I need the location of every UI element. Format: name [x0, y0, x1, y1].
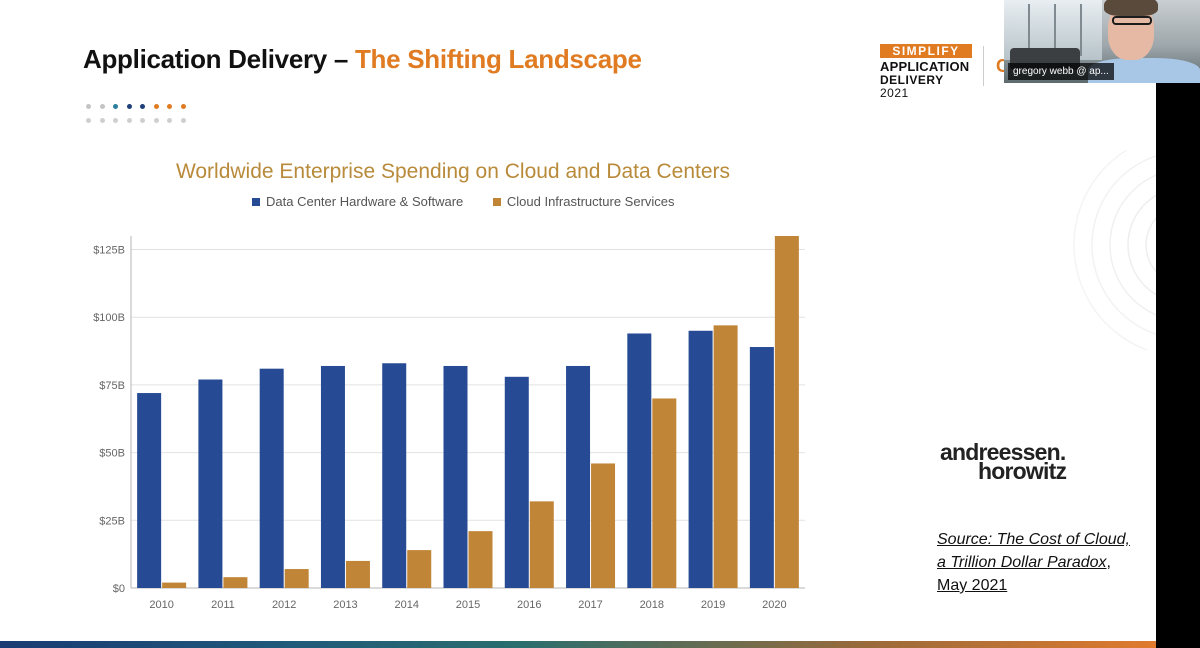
x-tick-label: 2018	[640, 599, 664, 611]
bar-cloud-2018	[652, 398, 677, 588]
brand-divider	[983, 46, 984, 86]
decorative-dot	[140, 104, 145, 109]
andreessen-horowitz-logo: andreessen. horowitz	[940, 439, 1120, 484]
decorative-dots	[86, 104, 196, 128]
decorative-dot	[86, 104, 91, 109]
source-date: , May 2021	[937, 554, 1111, 594]
decorative-dot	[113, 118, 118, 123]
x-tick-label: 2019	[701, 599, 725, 611]
deco-ring	[1145, 217, 1156, 273]
bar-cloud-2013	[345, 560, 370, 588]
legend-label-cloud: Cloud Infrastructure Services	[506, 194, 675, 209]
bar-cloud-2014	[407, 550, 432, 588]
deco-ring	[1127, 194, 1156, 296]
deco-ring	[1109, 174, 1156, 316]
logo-line-1: andreessen.	[940, 439, 1066, 465]
decorative-dot	[99, 118, 105, 123]
legend-label-data-center: Data Center Hardware & Software	[266, 194, 464, 209]
x-tick-label: 2011	[211, 599, 235, 611]
participant-hair	[1104, 0, 1158, 16]
y-tick-label: $0	[113, 583, 125, 595]
deco-ring	[1091, 155, 1156, 335]
decorative-dot	[167, 104, 172, 109]
bar-data-center-2018	[627, 333, 652, 588]
bar-data-center-2015	[443, 365, 468, 588]
bar-cloud-2020	[774, 236, 799, 588]
y-tick-label: $100B	[93, 312, 125, 324]
y-tick-label: $50B	[99, 448, 125, 460]
bar-data-center-2010	[137, 393, 162, 588]
bottom-accent-strip	[0, 641, 1156, 648]
bar-cloud-2016	[529, 501, 554, 588]
bar-cloud-2010	[162, 582, 187, 588]
bar-data-center-2014	[382, 363, 407, 588]
decorative-dot	[126, 104, 132, 109]
event-logo-application: APPLICATION	[880, 59, 970, 74]
x-tick-label: 2012	[272, 599, 296, 611]
slide-title-accent: The Shifting Landscape	[354, 44, 642, 74]
x-tick-label: 2013	[333, 599, 357, 611]
slide-title-main: Application Delivery –	[83, 44, 355, 74]
legend-swatch-data-center	[252, 198, 260, 206]
bar-data-center-2011	[198, 379, 223, 588]
bar-data-center-2012	[259, 368, 284, 588]
logo-line-2: horowitz	[978, 458, 1067, 484]
event-logo-year: 2021	[880, 86, 909, 100]
bar-data-center-2020	[749, 347, 774, 588]
decorative-dot	[86, 118, 91, 123]
decorative-dot	[153, 104, 159, 109]
bar-cloud-2011	[223, 577, 248, 588]
bar-cloud-2019	[713, 325, 738, 588]
decorative-dot	[180, 118, 186, 123]
slide: Application Delivery – The Shifting Land…	[0, 44, 1156, 648]
x-tick-label: 2014	[394, 599, 418, 611]
x-tick-label: 2015	[456, 599, 480, 611]
event-logo-delivery-text: DELIVERY	[880, 73, 944, 87]
bar-data-center-2019	[688, 330, 713, 588]
x-tick-label: 2020	[762, 599, 786, 611]
decorative-dot	[99, 104, 105, 109]
y-tick-label: $125B	[93, 245, 125, 257]
screen-share-edge	[1156, 0, 1200, 648]
y-tick-label: $25B	[99, 515, 125, 527]
y-tick-label: $75B	[99, 380, 125, 392]
source-title: Source: The Cost of Cloud, a Trillion Do…	[937, 531, 1130, 571]
x-tick-label: 2010	[149, 599, 173, 611]
slide-title: Application Delivery – The Shifting Land…	[83, 44, 642, 75]
chart-title: Worldwide Enterprise Spending on Cloud a…	[175, 160, 731, 183]
legend-item-data-center: Data Center Hardware & Software	[252, 194, 463, 209]
bar-data-center-2017	[566, 365, 591, 588]
event-logo-delivery: DELIVERY 2021	[880, 74, 972, 100]
decorative-dot	[167, 118, 172, 123]
decorative-dot	[153, 118, 159, 123]
decorative-dot	[126, 118, 132, 123]
legend-swatch-cloud	[492, 198, 501, 206]
deco-ring	[1073, 150, 1150, 350]
bar-cloud-2015	[468, 531, 493, 588]
decorative-dot	[140, 118, 145, 123]
bar-chart: $0 $25B $50B $75B $100B $125B 2010 2011 2012 2013…	[93, 236, 805, 611]
decorative-dot	[113, 104, 118, 109]
event-logo-simplify: SIMPLIFY	[880, 44, 972, 58]
bar-cloud-2012	[284, 569, 309, 588]
event-logo: SIMPLIFY APPLICATION DELIVERY 2021	[880, 44, 972, 100]
legend-item-cloud: Cloud Infrastructure Services	[492, 194, 675, 209]
bar-data-center-2013	[320, 365, 345, 588]
x-tick-label: 2016	[517, 599, 541, 611]
participant-glasses	[1112, 16, 1152, 25]
decorative-circles	[1073, 150, 1156, 350]
source-citation: Source: The Cost of Cloud, a Trillion Do…	[937, 528, 1137, 597]
chart-legend: Data Center Hardware & Software Cloud In…	[252, 194, 701, 209]
bar-cloud-2017	[591, 463, 616, 588]
participant-video[interactable]: gregory webb @ ap...	[1004, 0, 1200, 83]
decorative-dot	[180, 104, 186, 109]
x-tick-label: 2017	[578, 599, 602, 611]
bar-data-center-2016	[504, 376, 529, 588]
participant-name-label: gregory webb @ ap...	[1008, 63, 1114, 80]
